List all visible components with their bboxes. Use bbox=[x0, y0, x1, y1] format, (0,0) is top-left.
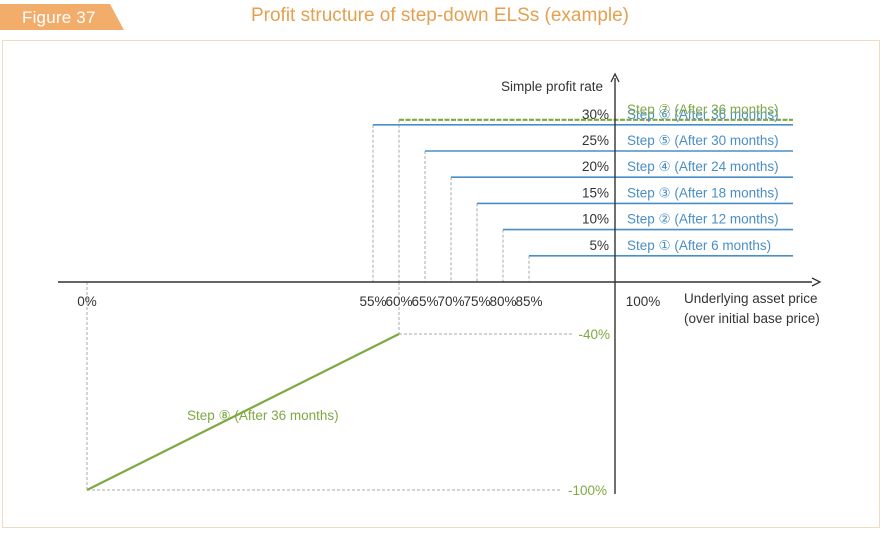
x-tick-label: 65% bbox=[411, 294, 438, 309]
rate-label-5: 25% bbox=[582, 133, 609, 148]
x-tick-label: 80% bbox=[489, 294, 516, 309]
figure-label: Figure 37 bbox=[22, 8, 96, 27]
x-tick-label: 60% bbox=[385, 294, 412, 309]
x-axis-title-line-1: Underlying asset price bbox=[684, 291, 818, 306]
axes bbox=[58, 72, 822, 494]
step-label-5: Step ⑤ (After 30 months) bbox=[627, 133, 779, 148]
x-axis-title-line-2: (over initial base price) bbox=[684, 311, 820, 326]
chart-labels: Step ① (After 6 months) 5% Step ② (After 1… bbox=[77, 79, 820, 498]
x-tick-label: 85% bbox=[515, 294, 542, 309]
rate-label-1: 5% bbox=[589, 238, 609, 253]
guide-lines bbox=[86, 119, 572, 491]
minus-40-label: -40% bbox=[578, 327, 610, 342]
step-8-label: Step ⑧ (After 36 months) bbox=[187, 408, 339, 423]
step-label-2: Step ② (After 12 months) bbox=[627, 212, 779, 227]
rate-label-2: 10% bbox=[582, 212, 609, 227]
rate-label-4: 20% bbox=[582, 159, 609, 174]
x-tick-label: 0% bbox=[77, 294, 97, 309]
x-tick-label: 75% bbox=[463, 294, 490, 309]
step-label-4: Step ④ (After 24 months) bbox=[627, 159, 779, 174]
figure-tag: Figure 37 bbox=[0, 4, 160, 32]
x-tick-label: 70% bbox=[437, 294, 464, 309]
x-tick-label: 100% bbox=[626, 294, 661, 309]
x-tick-label: 55% bbox=[359, 294, 386, 309]
step-label-3: Step ③ (After 18 months) bbox=[627, 185, 779, 200]
minus-100-label: -100% bbox=[568, 483, 607, 498]
step-8-loss-line bbox=[86, 333, 400, 491]
x-axis-arrow bbox=[811, 277, 822, 287]
y-axis-arrow bbox=[610, 72, 620, 83]
figure-title: Profit structure of step-down ELSs (exam… bbox=[250, 5, 630, 26]
figure-tag-background bbox=[0, 4, 124, 30]
step-lines bbox=[86, 118, 793, 491]
step-label-1: Step ① (After 6 months) bbox=[627, 238, 771, 253]
chart-frame bbox=[2, 40, 880, 528]
rate-label-3: 15% bbox=[582, 185, 609, 200]
y-axis-title: Simple profit rate bbox=[501, 79, 603, 94]
step-label-6: Step ⑥ (After 36 months) bbox=[627, 107, 779, 122]
rate-label-6: 30% bbox=[582, 107, 609, 122]
step-label-7: Step ⑦ (After 36 months) bbox=[627, 102, 779, 117]
